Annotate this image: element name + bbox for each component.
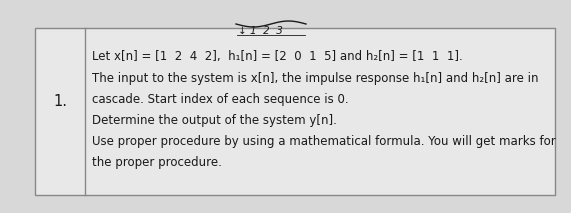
Text: ↓ 1  2  3: ↓ 1 2 3 xyxy=(238,26,283,36)
Text: Determine the output of the system y[n].: Determine the output of the system y[n]. xyxy=(92,114,337,127)
Text: the proper procedure.: the proper procedure. xyxy=(92,156,222,169)
Text: cascade. Start index of each sequence is 0.: cascade. Start index of each sequence is… xyxy=(92,93,349,106)
Bar xyxy=(35,28,555,195)
Text: 1.: 1. xyxy=(53,94,67,109)
Text: Use proper procedure by using a mathematical formula. You will get marks for: Use proper procedure by using a mathemat… xyxy=(92,135,556,148)
Text: The input to the system is x[n], the impulse response h₁[n] and h₂[n] are in: The input to the system is x[n], the imp… xyxy=(92,72,538,85)
Text: Let x[n] = [1  2  4  2],  h₁[n] = [2  0  1  5] and h₂[n] = [1  1  1].: Let x[n] = [1 2 4 2], h₁[n] = [2 0 1 5] … xyxy=(92,50,463,63)
